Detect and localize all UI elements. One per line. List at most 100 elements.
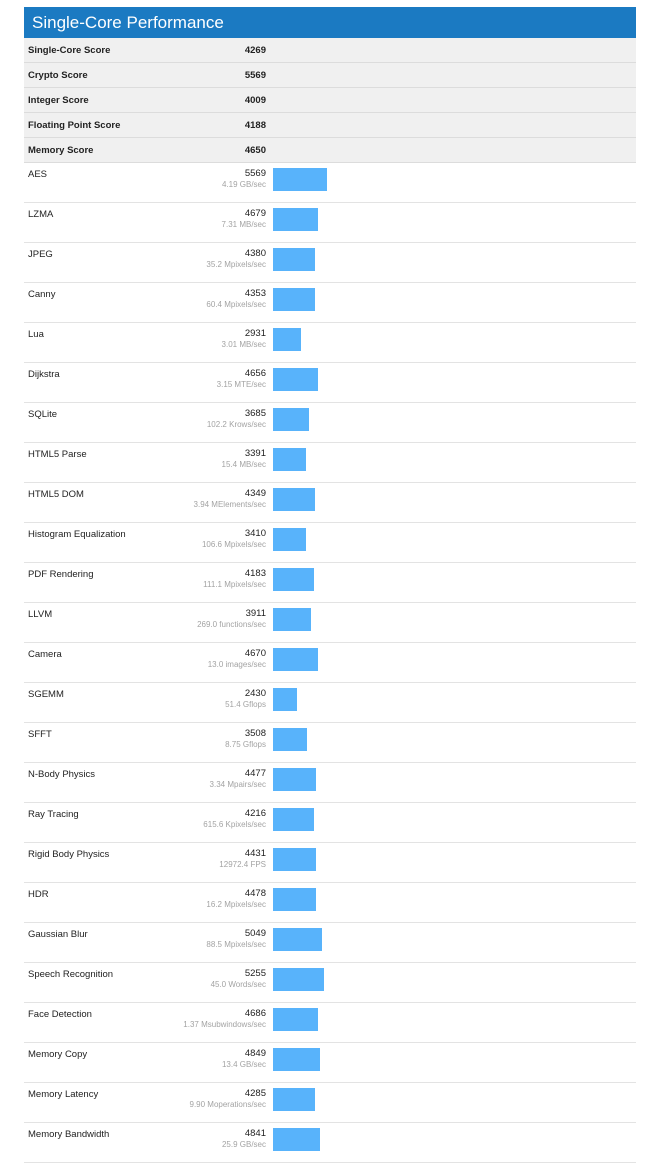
summary-spacer <box>266 112 636 138</box>
benchmark-bar <box>273 688 297 711</box>
summary-score: 4188 <box>174 112 266 138</box>
benchmark-rate: 51.4 Gflops <box>225 700 266 709</box>
benchmark-rate: 16.2 Mpixels/sec <box>206 900 266 909</box>
benchmark-bar-cell <box>266 842 636 883</box>
benchmark-score: 3391 <box>244 448 266 459</box>
benchmark-rate: 8.75 Gflops <box>225 740 266 749</box>
benchmark-bar-cell <box>266 1042 636 1083</box>
benchmark-bar-cell <box>266 642 636 683</box>
benchmark-name: HTML5 DOM <box>24 482 174 523</box>
benchmark-name: N-Body Physics <box>24 762 174 803</box>
results-table: Single-Core Score 4269 Crypto Score 5569… <box>24 38 636 1163</box>
benchmark-bar-cell <box>266 802 636 843</box>
benchmark-rate: 615.6 Kpixels/sec <box>203 820 266 829</box>
benchmark-rate: 269.0 functions/sec <box>197 620 266 629</box>
benchmark-bar <box>273 208 318 231</box>
benchmark-score: 4216 <box>244 808 266 819</box>
benchmark-rate: 111.1 Mpixels/sec <box>203 580 266 589</box>
benchmark-score: 4353 <box>244 288 266 299</box>
benchmark-bar <box>273 368 318 391</box>
benchmark-score-cell: 4679 7.31 MB/sec <box>174 202 266 243</box>
benchmark-row: JPEG 4380 35.2 Mpixels/sec <box>24 242 636 283</box>
benchmark-row: Ray Tracing 4216 615.6 Kpixels/sec <box>24 802 636 843</box>
benchmark-score-cell: 3391 15.4 MB/sec <box>174 442 266 483</box>
benchmark-row: Rigid Body Physics 4431 12972.4 FPS <box>24 842 636 883</box>
benchmark-score-cell: 5255 45.0 Words/sec <box>174 962 266 1003</box>
benchmark-score-cell: 2430 51.4 Gflops <box>174 682 266 723</box>
benchmark-rate: 7.31 MB/sec <box>221 220 266 229</box>
summary-row: Integer Score 4009 <box>24 87 636 113</box>
benchmark-bar <box>273 1048 320 1071</box>
summary-row: Single-Core Score 4269 <box>24 38 636 63</box>
benchmark-score-cell: 4656 3.15 MTE/sec <box>174 362 266 403</box>
benchmark-rate: 3.34 Mpairs/sec <box>209 780 266 789</box>
benchmark-bar <box>273 728 307 751</box>
benchmark-row: Face Detection 4686 1.37 Msubwindows/sec <box>24 1002 636 1043</box>
benchmark-score-cell: 5049 88.5 Mpixels/sec <box>174 922 266 963</box>
benchmark-row: Canny 4353 60.4 Mpixels/sec <box>24 282 636 323</box>
benchmark-rate: 25.9 GB/sec <box>221 1140 266 1149</box>
benchmark-score-cell: 4431 12972.4 FPS <box>174 842 266 883</box>
benchmark-score-cell: 4380 35.2 Mpixels/sec <box>174 242 266 283</box>
benchmark-rate: 88.5 Mpixels/sec <box>206 940 266 949</box>
benchmark-score-cell: 3410 106.6 Mpixels/sec <box>174 522 266 563</box>
benchmark-name: JPEG <box>24 242 174 283</box>
benchmark-name: Memory Bandwidth <box>24 1122 174 1163</box>
benchmark-score: 3410 <box>244 528 266 539</box>
benchmark-score: 4183 <box>244 568 266 579</box>
benchmark-name: LZMA <box>24 202 174 243</box>
benchmark-name: Canny <box>24 282 174 323</box>
benchmark-row: N-Body Physics 4477 3.34 Mpairs/sec <box>24 762 636 803</box>
summary-score: 4009 <box>174 87 266 113</box>
benchmark-row: Memory Copy 4849 13.4 GB/sec <box>24 1042 636 1083</box>
benchmark-bar-cell <box>266 482 636 523</box>
benchmark-name: Ray Tracing <box>24 802 174 843</box>
benchmark-bar-cell <box>266 362 636 403</box>
benchmark-bar-cell <box>266 922 636 963</box>
benchmark-bar-cell <box>266 202 636 243</box>
benchmark-bar <box>273 888 316 911</box>
summary-spacer <box>266 62 636 88</box>
benchmark-rate: 13.4 GB/sec <box>221 1060 266 1069</box>
benchmark-name: Dijkstra <box>24 362 174 403</box>
benchmark-row: Lua 2931 3.01 MB/sec <box>24 322 636 363</box>
benchmark-row: Memory Latency 4285 9.90 Moperations/sec <box>24 1082 636 1123</box>
benchmark-name: Speech Recognition <box>24 962 174 1003</box>
benchmark-row: AES 5569 4.19 GB/sec <box>24 162 636 203</box>
benchmark-bar-cell <box>266 162 636 203</box>
benchmark-name: AES <box>24 162 174 203</box>
benchmark-bar-cell <box>266 762 636 803</box>
benchmark-score: 2430 <box>244 688 266 699</box>
benchmark-rate: 15.4 MB/sec <box>221 460 266 469</box>
benchmark-bar <box>273 1088 315 1111</box>
summary-spacer <box>266 137 636 163</box>
benchmark-row: LLVM 3911 269.0 functions/sec <box>24 602 636 643</box>
benchmark-name: PDF Rendering <box>24 562 174 603</box>
benchmark-bar-cell <box>266 882 636 923</box>
benchmark-bar <box>273 968 324 991</box>
summary-name: Memory Score <box>24 137 174 163</box>
benchmark-score: 3508 <box>244 728 266 739</box>
benchmark-bar <box>273 168 327 191</box>
benchmark-bar-cell <box>266 522 636 563</box>
benchmark-rate: 106.6 Mpixels/sec <box>201 540 266 549</box>
benchmark-rate: 35.2 Mpixels/sec <box>206 260 266 269</box>
benchmark-bar-cell <box>266 1122 636 1163</box>
benchmark-row: HTML5 DOM 4349 3.94 MElements/sec <box>24 482 636 523</box>
benchmark-score-cell: 4353 60.4 Mpixels/sec <box>174 282 266 323</box>
results-table-body: Single-Core Score 4269 Crypto Score 5569… <box>24 38 636 1163</box>
benchmark-score: 4841 <box>244 1128 266 1139</box>
benchmark-score: 4670 <box>244 648 266 659</box>
benchmark-bar <box>273 808 314 831</box>
benchmark-score-cell: 4349 3.94 MElements/sec <box>174 482 266 523</box>
benchmark-score: 4285 <box>244 1088 266 1099</box>
benchmark-name: LLVM <box>24 602 174 643</box>
benchmark-row: Speech Recognition 5255 45.0 Words/sec <box>24 962 636 1003</box>
benchmark-bar-cell <box>266 722 636 763</box>
benchmark-score-cell: 3508 8.75 Gflops <box>174 722 266 763</box>
benchmark-name: Rigid Body Physics <box>24 842 174 883</box>
summary-score: 5569 <box>174 62 266 88</box>
benchmark-bar-cell <box>266 1082 636 1123</box>
benchmark-score: 4478 <box>244 888 266 899</box>
benchmark-score: 4849 <box>244 1048 266 1059</box>
